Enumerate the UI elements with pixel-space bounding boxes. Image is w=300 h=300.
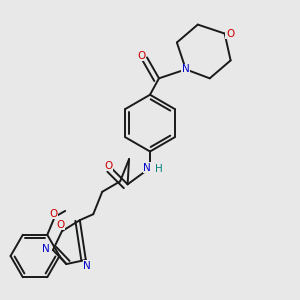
Text: O: O — [226, 28, 234, 38]
Text: O: O — [49, 209, 57, 219]
Text: O: O — [56, 220, 64, 230]
Text: N: N — [83, 261, 91, 271]
Text: N: N — [42, 244, 50, 254]
Text: O: O — [137, 51, 146, 61]
Text: N: N — [182, 64, 190, 74]
Text: N: N — [143, 163, 151, 173]
Text: O: O — [104, 160, 112, 170]
Text: H: H — [155, 164, 163, 173]
